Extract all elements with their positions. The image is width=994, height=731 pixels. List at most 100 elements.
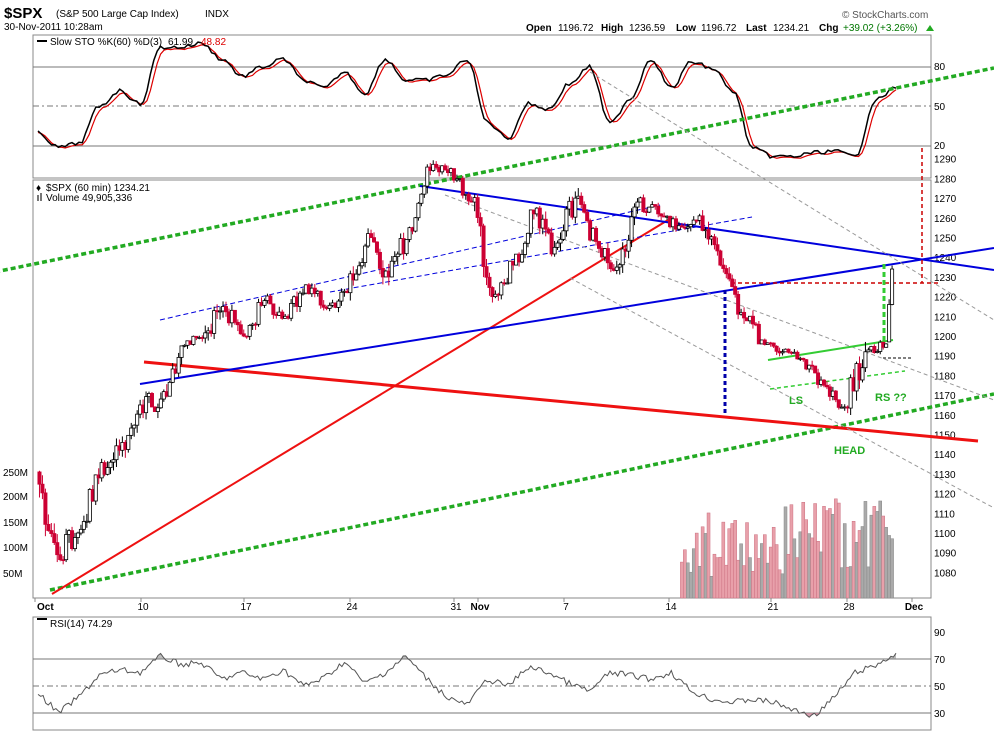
volume-bar [715,557,720,599]
sto-panel: 80 50 20 Slow STO %K(60) %D(3) 61.99 48.… [33,37,946,159]
candle [813,365,818,374]
sto-k-line [37,41,897,159]
candle [786,348,791,354]
volume-bar [848,566,853,599]
candle [194,335,199,341]
exchange-label: INDX [205,9,229,20]
candle [43,488,48,537]
candle [354,269,359,281]
candle [348,270,353,301]
candle [212,306,217,340]
volume-bars [680,498,894,599]
candle [736,290,741,320]
volume-bar [866,566,871,599]
volume-bar [884,527,888,599]
brand-logo[interactable]: © StockCharts.com [842,10,928,21]
candle [289,299,294,322]
price-tick-1190: 1190 [934,352,956,363]
candle [875,349,880,354]
volume-legend-icon [37,195,39,201]
candle [824,381,829,390]
candle [108,459,113,475]
price-tick-1120: 1120 [934,490,956,501]
volume-bar [774,544,779,599]
volume-bar [798,531,803,599]
volume-bar [872,506,877,599]
price-tick-1110: 1110 [934,509,955,520]
candle [369,229,374,239]
sto-tick-80: 80 [934,62,946,73]
candle [135,410,140,433]
candle [155,403,160,419]
rsi-legend-icon [37,618,47,620]
candle [46,514,51,532]
candle [105,461,110,476]
candle [706,221,711,245]
candle [132,424,137,437]
candle [232,309,237,325]
candle [629,208,634,248]
rsi-panel-frame [32,616,932,731]
volume-bar [875,511,880,599]
price-tick-1130: 1130 [934,470,956,481]
rsi-tick-30: 30 [934,709,946,720]
candle [821,379,826,388]
volume-bar [857,530,862,599]
sto-level-lines [33,66,931,147]
sto-tick-20: 20 [934,141,946,152]
volume-bar [795,557,800,599]
candle [848,374,853,415]
volume-tick-2: 150M [3,518,28,529]
price-tick-1250: 1250 [934,234,957,245]
volume-bar [727,528,732,599]
candle [84,513,89,528]
price-y-axis: 1080 1090 1100 1110 1120 1130 1140 1150 1160 1170… [934,155,957,580]
candle [37,470,42,498]
candle [478,212,483,237]
volume-bar [825,510,829,599]
ticker-symbol: $SPX [4,5,42,22]
candle [312,284,317,298]
candle [727,266,732,282]
x-tick-label-6: 7 [563,602,569,613]
price-tick-1100: 1100 [934,529,956,540]
price-tick-1260: 1260 [934,214,957,225]
volume-bar [760,543,764,599]
rsi-tick-70: 70 [934,655,946,666]
candle [525,232,530,248]
quote-bar: Open 1196.72 High 1236.59 Low 1196.72 La… [526,23,918,34]
volume-bar [721,521,726,599]
candle [866,347,871,353]
volume-bar [703,533,708,599]
candle [721,258,726,273]
chg-value: +39.02 (+3.26%) [843,23,918,34]
candle [596,240,601,253]
candle [481,223,486,278]
rsi-oversold-fill [38,713,896,718]
candle [508,260,513,284]
green-channel-upper-line [0,66,994,273]
price-legend-text: $SPX (60 min) 1234.21 [46,183,150,194]
volume-bar [691,548,696,599]
candle [608,259,613,273]
candle [87,488,92,524]
candle [804,359,809,371]
x-tick-label-5: Nov [471,602,490,613]
volume-bar [765,562,770,599]
volume-bar [730,523,734,599]
red-uptrend-line [51,219,669,595]
candle [522,241,527,259]
candle [685,223,690,233]
price-tick-1220: 1220 [934,293,957,304]
price-tick-1150: 1150 [934,431,956,442]
candle [484,258,489,286]
candle [81,515,86,534]
candle [451,168,456,183]
candle [573,191,578,224]
last-label: Last [746,23,767,34]
candle [422,185,427,198]
open-label: Open [526,23,552,34]
price-tick-1270: 1270 [934,194,957,205]
blue-channel-upper-line [159,204,661,321]
